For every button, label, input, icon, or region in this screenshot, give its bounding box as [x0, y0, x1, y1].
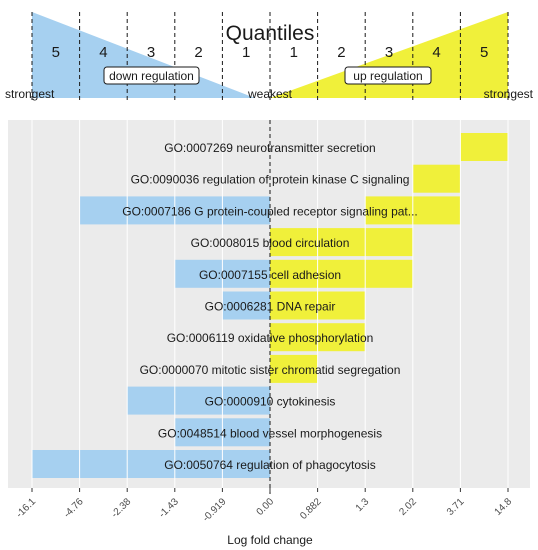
- category-label: GO:0008015 blood circulation: [191, 236, 350, 250]
- x-tick-label: 2.02: [397, 496, 419, 518]
- x-tick-label: 14.8: [493, 496, 515, 518]
- x-tick-label: -4.76: [62, 496, 86, 520]
- down-quantile-number: 2: [194, 44, 202, 61]
- up-quantile-number: 3: [385, 44, 393, 61]
- bar-up: [460, 133, 508, 161]
- category-label: GO:0006119 oxidative phosphorylation: [167, 331, 374, 345]
- category-label: GO:0007269 neurotransmitter secretion: [164, 141, 375, 155]
- category-label: GO:0000070 mitotic sister chromatid segr…: [140, 363, 401, 377]
- down-quantile-number: 4: [99, 44, 107, 61]
- category-label: GO:0090036 regulation of protein kinase …: [131, 173, 410, 187]
- down-quantile-number: 1: [242, 44, 250, 61]
- x-axis: -16.1 -4.76 -2.38 -1.43 -0.919 0.00 0.882 1.3 2.…: [14, 488, 514, 524]
- down-quantile-number: 5: [52, 44, 60, 61]
- up-quantile-number: 5: [480, 44, 488, 61]
- category-label: GO:0048514 blood vessel morphogenesis: [158, 426, 382, 440]
- bar-up: [270, 259, 413, 288]
- panel-divider-lines: [31, 120, 509, 494]
- x-tick-label: 0.00: [255, 496, 277, 518]
- bar-down: [127, 386, 270, 415]
- category-labels: GO:0007269 neurotransmitter secretion GO:…: [122, 141, 418, 472]
- x-tick-label: 3.71: [445, 496, 467, 518]
- down-regulation-triangle: [32, 12, 255, 98]
- category-label: GO:0007186 G protein-coupled receptor si…: [122, 204, 418, 218]
- down-regulation-box: [103, 66, 200, 85]
- category-label: GO:0000910 cytokinesis: [205, 395, 336, 409]
- x-tick-label: -16.1: [14, 496, 38, 520]
- weakest-label: weakest: [247, 87, 293, 101]
- strongest-right-label: strongest: [484, 87, 534, 101]
- category-label: GO:0006281 DNA repair: [205, 300, 336, 314]
- up-regulation-box: [344, 66, 432, 85]
- x-tick-label: -2.38: [109, 496, 133, 520]
- up-regulation-label: up regulation: [353, 69, 422, 83]
- bar-down: [222, 291, 270, 320]
- bar-up: [412, 164, 461, 193]
- x-tick-label: 0.882: [298, 496, 324, 522]
- bar-down: [32, 450, 270, 478]
- quantile-numbers: 5 4 3 2 1 1 2 3 4 5: [52, 44, 489, 61]
- up-regulation-triangle: [270, 12, 508, 98]
- up-quantile-number: 1: [290, 44, 298, 61]
- x-tick-label: -0.919: [201, 496, 229, 524]
- down-quantile-number: 3: [147, 44, 155, 61]
- quantiles-title: Quantiles: [226, 22, 315, 45]
- up-quantile-number: 2: [337, 44, 345, 61]
- strongest-left-label: strongest: [5, 87, 55, 101]
- x-axis-title: Log fold change: [227, 533, 313, 547]
- bar-up: [270, 354, 318, 383]
- category-label: GO:0007155 cell adhesion: [199, 268, 341, 282]
- category-label: GO:0050764 regulation of phagocytosis: [164, 458, 375, 472]
- down-regulation-label: down regulation: [109, 69, 194, 83]
- x-tick-label: 1.3: [354, 496, 372, 514]
- bar-up: [270, 228, 413, 257]
- up-quantile-number: 4: [432, 44, 440, 61]
- x-tick-label: -1.43: [157, 496, 181, 520]
- quantile-divider-lines: [31, 12, 509, 102]
